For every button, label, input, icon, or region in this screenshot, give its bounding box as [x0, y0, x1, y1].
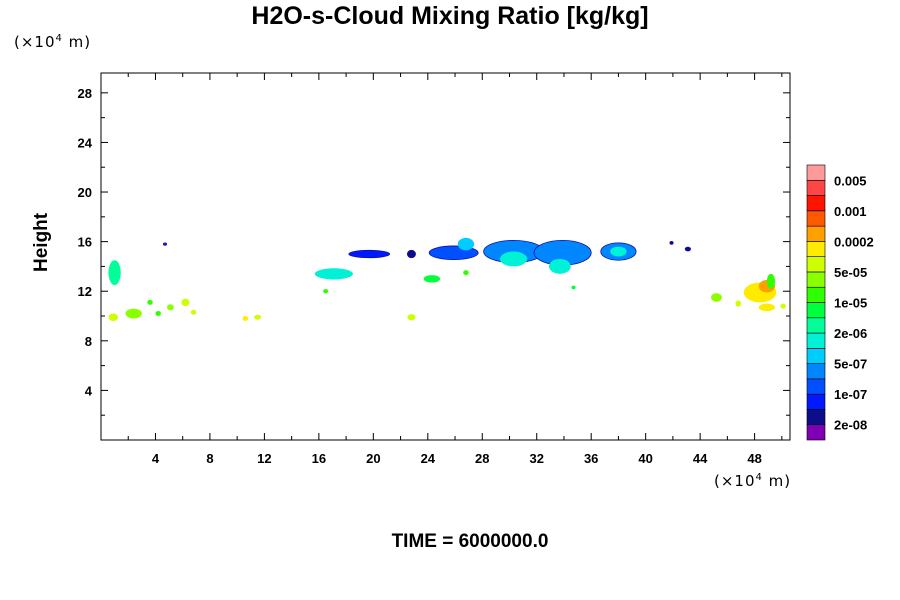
colorbar-swatch — [806, 210, 826, 227]
x-tick-label: 20 — [366, 451, 380, 466]
x-tick-label: 4 — [152, 451, 160, 466]
cloud-region — [684, 246, 691, 252]
colorbar-swatch — [806, 302, 826, 319]
cloud-region — [147, 299, 153, 305]
cloud-region — [548, 258, 571, 274]
plot-frame — [100, 72, 791, 441]
cloud-region — [406, 249, 416, 259]
colorbar-label: 5e-05 — [834, 265, 867, 280]
cloud-region — [499, 251, 528, 267]
colorbar-swatch — [806, 179, 826, 196]
colorbar-swatch — [806, 424, 826, 441]
colorbar-swatch — [806, 271, 826, 288]
colorbar-swatch — [806, 241, 826, 257]
cloud-region — [108, 260, 121, 286]
x-tick-label: 36 — [584, 451, 598, 466]
colorbar-label: 5e-07 — [834, 357, 867, 372]
y-tick-label: 24 — [78, 135, 93, 150]
cloud-region — [407, 314, 416, 321]
colorbar-label: 2e-08 — [834, 418, 867, 433]
x-tick-label: 16 — [312, 451, 326, 466]
y-axis-unit: (×104 m) — [14, 33, 92, 51]
x-tick-label: 12 — [257, 451, 271, 466]
cloud-region — [155, 311, 161, 317]
cloud-region — [766, 273, 776, 289]
y-tick-label: 8 — [85, 334, 92, 349]
colorbar-swatch — [806, 348, 826, 364]
x-axis-unit: (×104 m) — [714, 472, 792, 490]
colorbar-label: 0.0002 — [834, 234, 874, 249]
cloud-region — [254, 314, 261, 320]
x-tick-label: 44 — [693, 451, 708, 466]
cloud-region — [242, 316, 249, 321]
cloud-region — [463, 270, 469, 276]
cloud-region — [125, 308, 142, 319]
y-tick-label: 28 — [78, 86, 92, 101]
cloud-region — [167, 304, 174, 311]
cloud-region — [108, 313, 119, 321]
cloud-field — [108, 237, 786, 321]
y-tick-label: 16 — [78, 235, 92, 250]
colorbar-label: 1e-05 — [834, 296, 867, 311]
cloud-region — [669, 240, 674, 245]
cloud-region — [190, 309, 197, 315]
time-label: TIME = 6000000.0 — [391, 531, 549, 552]
y-tick-label: 4 — [85, 383, 93, 398]
cloud-region — [314, 268, 353, 280]
colorbar-swatch — [806, 164, 826, 181]
cloud-region — [711, 293, 722, 302]
cloud-region — [181, 298, 190, 307]
colorbar-swatch — [806, 378, 826, 395]
colorbar-label: 0.005 — [834, 173, 867, 188]
y-tick-label: 20 — [78, 185, 92, 200]
x-tick-label: 24 — [421, 451, 436, 466]
chart-title: H2O-s-Cloud Mixing Ratio [kg/kg] — [251, 2, 649, 30]
colorbar-swatch — [806, 409, 826, 426]
colorbar-swatch — [806, 225, 826, 242]
colorbar-swatch — [806, 286, 826, 303]
x-tick-label: 8 — [206, 451, 213, 466]
cloud-region — [457, 237, 475, 251]
colorbar-swatch — [806, 317, 826, 334]
colorbar-label: 2e-06 — [834, 326, 867, 341]
cloud-region — [758, 303, 776, 312]
x-tick-label: 40 — [638, 451, 652, 466]
colorbar-swatch — [806, 195, 826, 212]
x-tick-label: 28 — [475, 451, 489, 466]
cloud-region — [423, 275, 441, 283]
colorbar-swatch — [806, 332, 826, 349]
colorbar-swatch — [806, 363, 826, 380]
cloud-region — [162, 242, 168, 246]
colorbar-swatch — [806, 256, 826, 273]
colorbar: 2e-08 1e-07 5e-07 2e-06 1e-05 5e-05 0.0002 0.00… — [806, 164, 874, 441]
cloud-region — [348, 249, 391, 259]
colorbar-swatch — [806, 393, 826, 410]
y-tick-label: 12 — [78, 284, 92, 299]
cloud-region — [610, 246, 627, 257]
x-tick-label: 48 — [747, 451, 761, 466]
cloud-region — [571, 285, 576, 290]
cloud-region — [780, 303, 786, 309]
x-tick-label: 32 — [529, 451, 543, 466]
cloud-region — [735, 300, 741, 307]
cloud-region — [323, 288, 329, 294]
colorbar-label: 0.001 — [834, 204, 867, 219]
colorbar-label: 1e-07 — [834, 387, 867, 402]
